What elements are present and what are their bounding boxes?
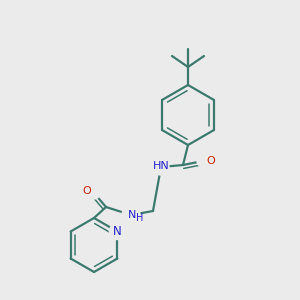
Text: HN: HN (153, 161, 169, 171)
Circle shape (110, 224, 125, 239)
Circle shape (153, 159, 169, 175)
Text: H: H (136, 213, 144, 223)
Text: O: O (206, 156, 215, 166)
Circle shape (88, 187, 100, 199)
Circle shape (197, 155, 209, 167)
Circle shape (122, 206, 140, 224)
Text: N: N (113, 225, 122, 238)
Text: O: O (82, 186, 91, 196)
Text: N: N (128, 210, 136, 220)
